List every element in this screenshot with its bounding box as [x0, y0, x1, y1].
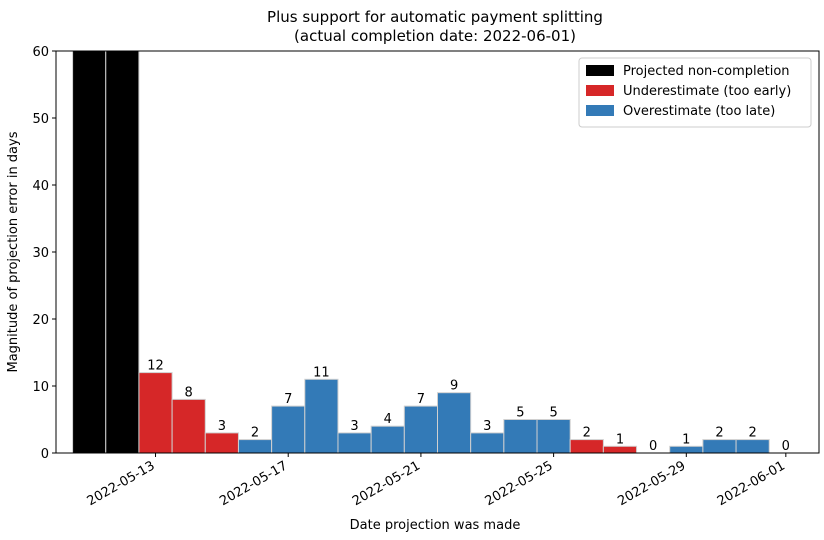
y-tick-label: 50	[32, 112, 49, 127]
bar-2022-05-13	[138, 372, 173, 454]
bar-value-label: 7	[284, 392, 292, 407]
legend-box	[578, 57, 812, 128]
bar-2022-05-14	[171, 398, 206, 454]
bar-2022-05-15	[204, 432, 239, 454]
x-axis-label: Date projection was made	[350, 518, 521, 533]
bar-value-label: 8	[185, 385, 193, 400]
y-tick-label: 20	[32, 313, 49, 328]
legend-swatch-non-completion	[586, 65, 614, 76]
bar-2022-05-19	[337, 432, 372, 454]
bar-2022-05-17	[271, 405, 306, 454]
bar-value-label: 7	[417, 392, 425, 407]
legend-label-over: Overestimate (too late)	[623, 104, 775, 119]
bar-value-label: 2	[251, 426, 259, 441]
bar-2022-05-31	[735, 439, 770, 454]
bar-value-label: 3	[218, 419, 226, 434]
bar-value-label: 2	[583, 426, 591, 441]
bar-2022-05-12	[105, 50, 140, 454]
x-tick-label: 2022-05-25	[483, 458, 556, 509]
bar-value-label: 9	[450, 379, 458, 394]
chart-subtitle: (actual completion date: 2022-06-01)	[294, 27, 576, 45]
y-axis-label: Magnitude of projection error in days	[6, 131, 21, 372]
legend-label-under: Underestimate (too early)	[623, 84, 791, 99]
legend-label-non-completion: Projected non-completion	[623, 64, 790, 79]
y-tick-label: 30	[32, 246, 49, 261]
y-axis: 0 10 20 30 40 50 60	[32, 45, 56, 462]
bar-2022-05-18	[304, 378, 339, 454]
bar-value-label: 5	[549, 406, 557, 421]
y-tick-label: 0	[41, 447, 49, 462]
bar-value-label: 4	[384, 412, 392, 427]
legend-swatch-over	[586, 105, 614, 116]
bar-value-label: 2	[715, 426, 723, 441]
bar-2022-05-23	[470, 432, 505, 454]
bar-2022-05-20	[370, 425, 405, 454]
x-axis: 2022-05-13 2022-05-17 2022-05-21 2022-05-25…	[85, 453, 788, 509]
bar-2022-05-24	[503, 419, 538, 454]
chart-title: Plus support for automatic payment split…	[267, 8, 603, 26]
bar-value-label: 2	[749, 426, 757, 441]
legend-swatch-under	[586, 85, 614, 96]
plot-frame	[55, 50, 820, 454]
bar-value-label: 1	[616, 432, 624, 447]
x-tick-label: 2022-06-01	[715, 458, 788, 509]
bar-2022-05-22	[437, 392, 472, 454]
bar-value-label: 1	[682, 432, 690, 447]
legend: Projected non-completion Underestimate (t…	[578, 57, 812, 128]
bar-2022-05-26	[569, 439, 604, 454]
x-tick-label: 2022-05-17	[217, 458, 290, 509]
bars-group	[72, 50, 770, 454]
bar-value-label: 3	[350, 419, 358, 434]
bar-value-label: 5	[516, 406, 524, 421]
bar-value-label: 0	[782, 439, 790, 454]
bar-value-label: 11	[313, 365, 330, 380]
bar-2022-05-11	[72, 50, 107, 454]
y-tick-label: 60	[32, 45, 49, 60]
y-tick-label: 10	[32, 380, 49, 395]
x-tick-label: 2022-05-21	[350, 458, 423, 509]
x-tick-label: 2022-05-13	[85, 458, 158, 509]
x-tick-label: 2022-05-29	[615, 458, 688, 509]
bar-value-label: 12	[147, 359, 164, 374]
bar-2022-05-30	[702, 439, 737, 454]
bar-2022-05-25	[536, 419, 571, 454]
y-tick-label: 40	[32, 179, 49, 194]
bar-value-label: 3	[483, 419, 491, 434]
bar-value-label: 0	[649, 439, 657, 454]
bar-2022-05-21	[403, 405, 438, 454]
bar-2022-05-16	[237, 439, 273, 454]
